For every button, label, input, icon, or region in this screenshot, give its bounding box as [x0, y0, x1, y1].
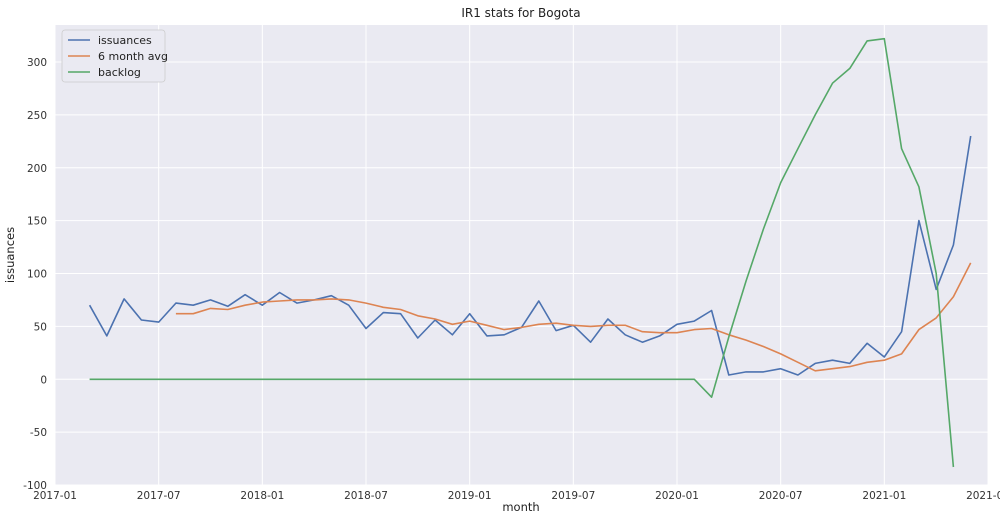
x-tick-label: 2020-01: [655, 490, 699, 502]
series-group: [88, 37, 972, 468]
x-tick-label: 2020-07: [759, 490, 803, 502]
y-tick-label: 150: [27, 216, 47, 228]
chart-title: IR1 stats for Bogota: [461, 6, 580, 20]
series-line-6-month-avg: [175, 262, 972, 372]
legend-label: issuances: [98, 34, 152, 47]
y-tick-label: -100: [23, 480, 47, 492]
y-tick-label: 50: [34, 321, 47, 333]
x-tick-label: 2019-01: [448, 490, 492, 502]
y-tick-label: 200: [27, 163, 47, 175]
y-tick-label: 100: [27, 269, 47, 281]
x-tick-label: 2018-07: [344, 490, 388, 502]
y-tick-label: 300: [27, 57, 47, 69]
series-line-issuances: [88, 135, 972, 376]
y-tick-label: -50: [30, 427, 47, 439]
y-tick-label: 0: [40, 374, 47, 386]
x-tick-label: 2021-07: [966, 490, 1000, 502]
x-tick-label: 2021-01: [862, 490, 906, 502]
series-line-backlog: [89, 37, 955, 468]
x-tick-label: 2019-07: [551, 490, 595, 502]
y-tick-label: 250: [27, 110, 47, 122]
x-axis-ticks: 2017-01 2017-07 2018-01 2018-07 2019-01 2019-…: [33, 490, 1000, 502]
x-tick-label: 2018-01: [240, 490, 284, 502]
x-tick-label: 2017-01: [33, 490, 77, 502]
y-axis-ticks: -100 -50 0 50 100 150 200 250 300: [23, 57, 47, 492]
y-axis-label: issuances: [3, 227, 17, 283]
legend-box: [61, 29, 166, 83]
grid: [54, 25, 989, 486]
legend-label: backlog: [98, 66, 141, 79]
legend-label: 6 month avg: [98, 50, 168, 63]
x-axis-label: month: [502, 500, 539, 514]
legend: issuances 6 month avg backlog: [61, 29, 168, 83]
plot-area: [55, 25, 988, 485]
x-tick-label: 2017-07: [137, 490, 181, 502]
